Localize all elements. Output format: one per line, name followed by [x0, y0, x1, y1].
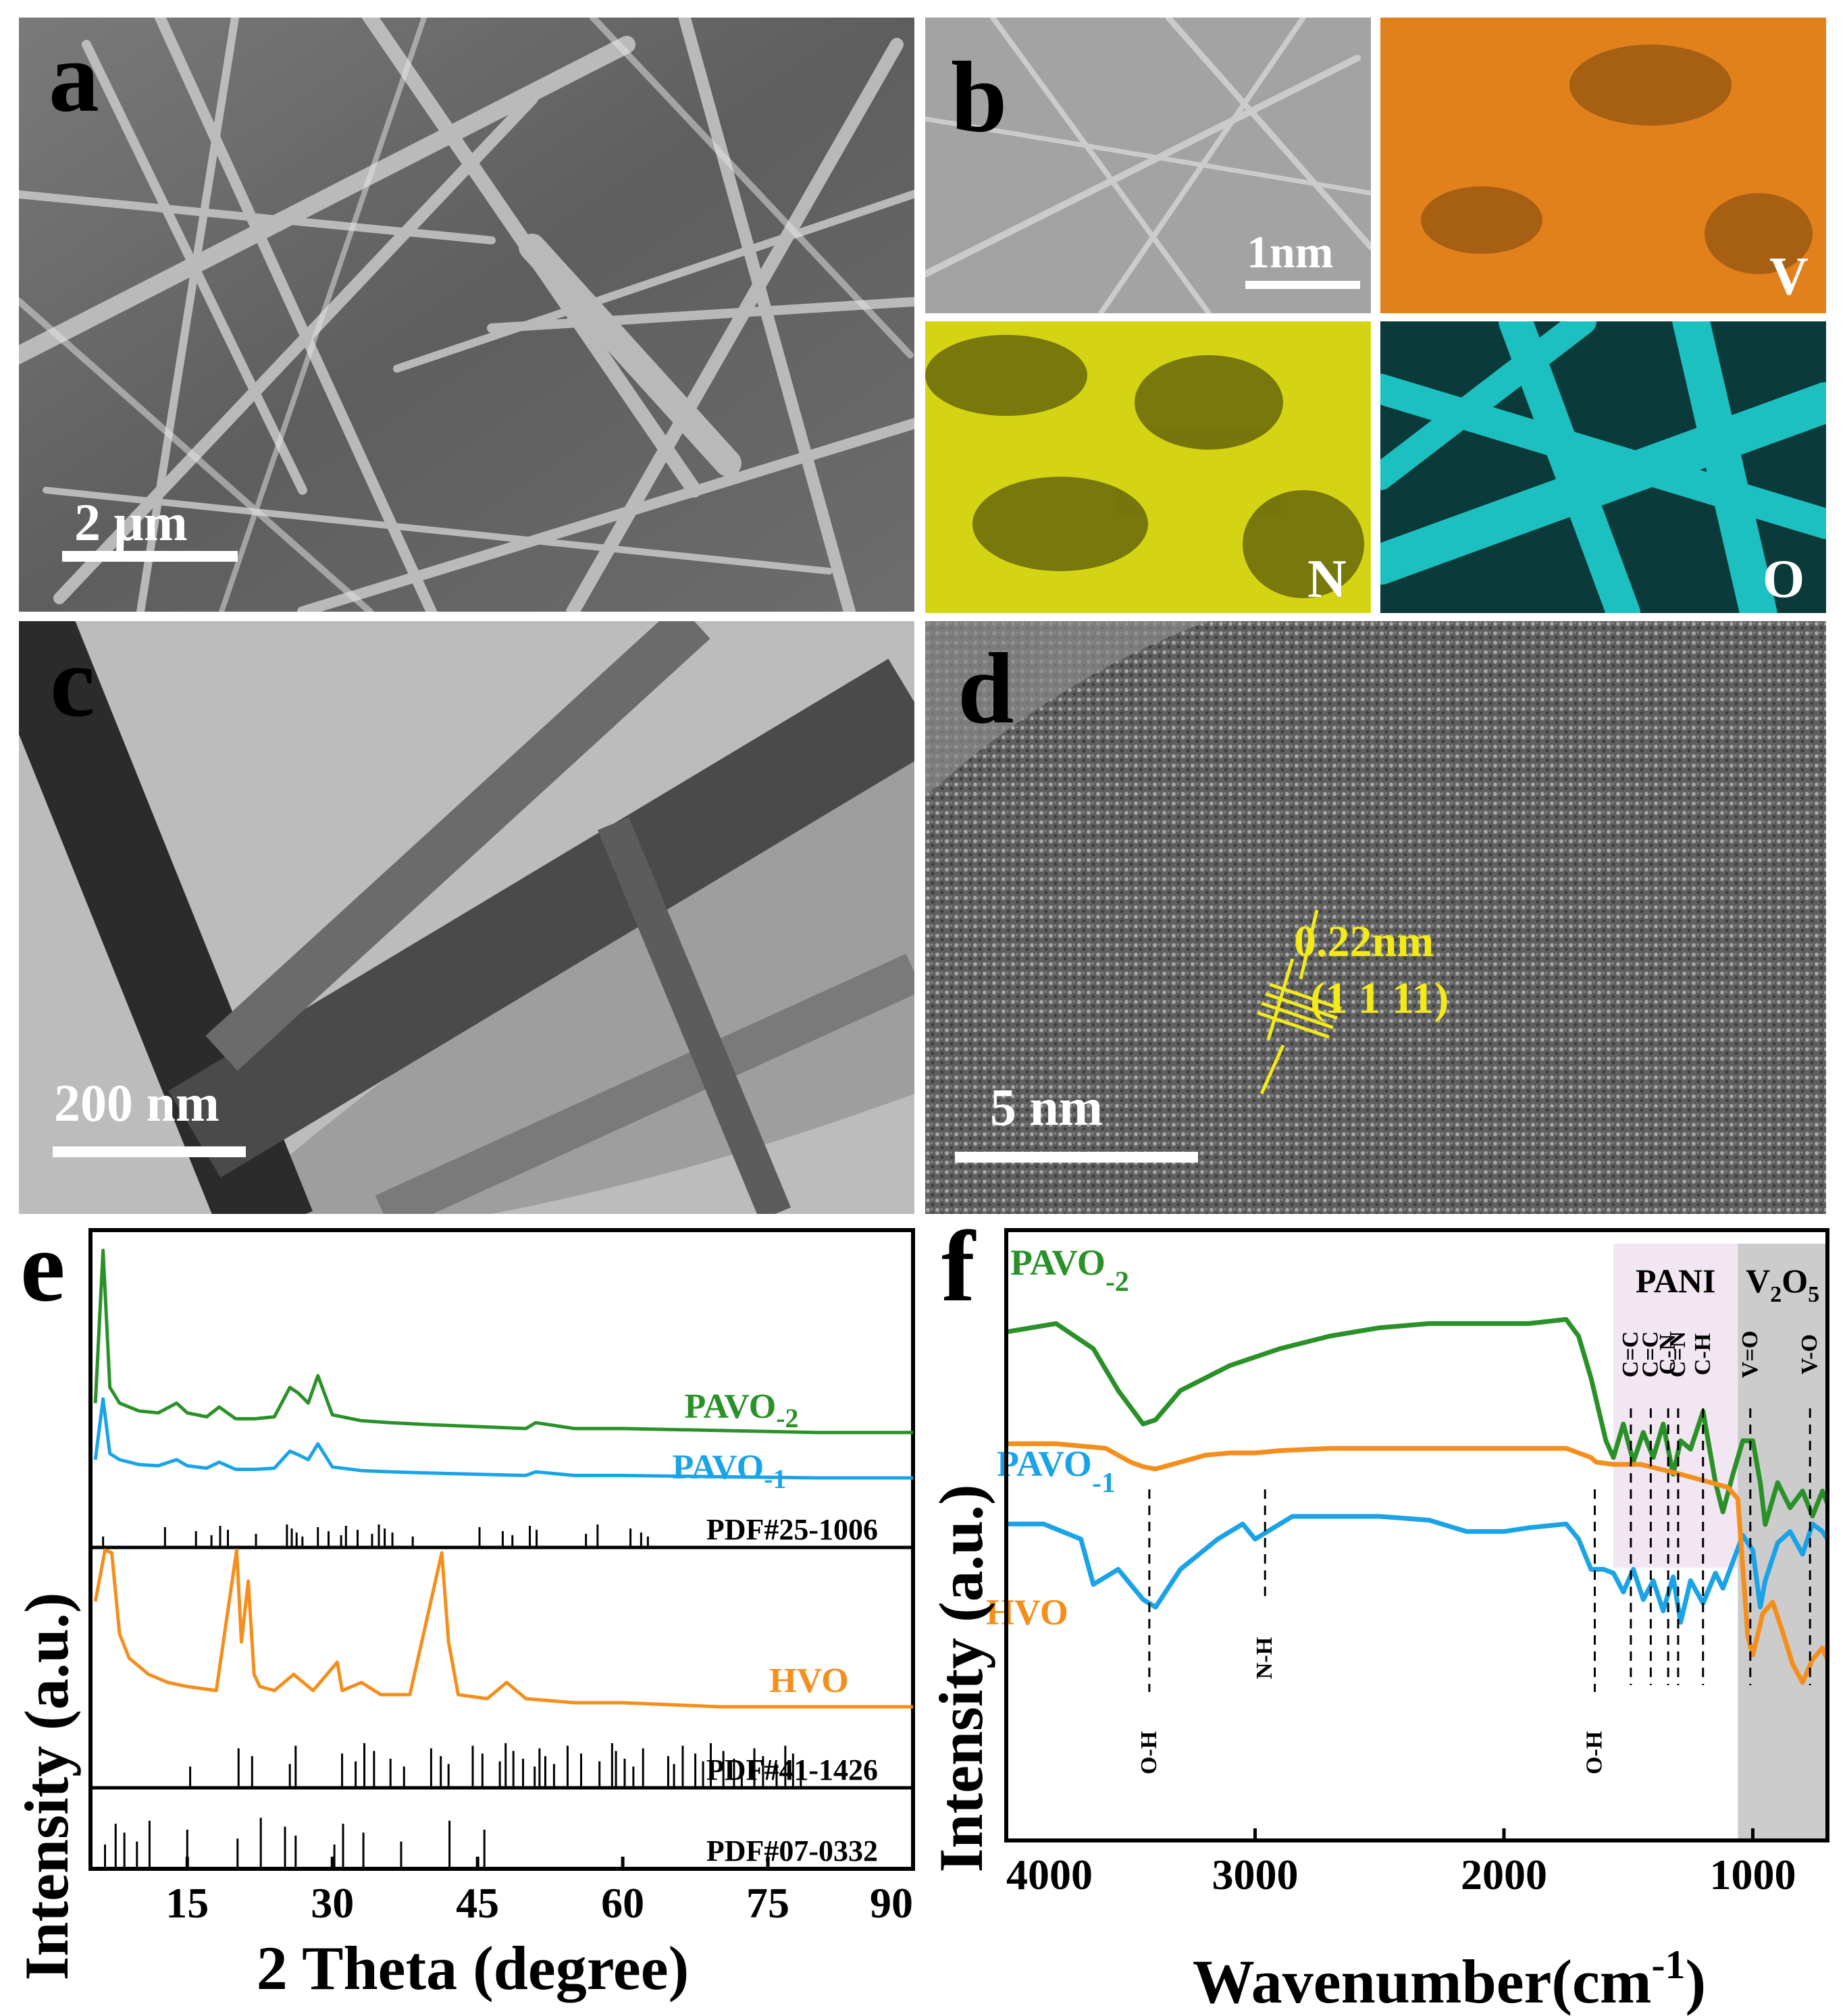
ftir-x-axis-title: Wavenumber(cm-1)	[1193, 1942, 1706, 2016]
lattice-spacing-label: 0.22nm	[1294, 917, 1434, 966]
panel-label-b: b	[951, 41, 1007, 153]
v2o5-region-label-part: V	[1746, 1262, 1770, 1300]
ftir-x-tick-label: 2000	[1461, 1851, 1547, 1899]
pani-region	[1613, 1244, 1738, 1568]
xrd-x-tick-label: 75	[746, 1879, 789, 1927]
ftir-bond-label: C=N	[1665, 1331, 1690, 1377]
scale-bar-c	[53, 1146, 246, 1157]
scale-bar-label-a: 2 μm	[74, 493, 188, 552]
v2o5-region-label-part: O	[1782, 1262, 1808, 1300]
xrd-x-tick-label: 45	[456, 1879, 499, 1927]
xrd-chart: e PAVO-2PAVO-1HVOPDF#25-1006PDF#41-1426P…	[12, 1219, 915, 2002]
xrd-series-label-main: PAVO	[684, 1387, 776, 1426]
xrd-series-label: PAVO-2	[684, 1387, 798, 1433]
lattice-plane-label: (1 1 11)	[1310, 974, 1449, 1023]
xrd-x-axis-title: 2 Theta (degree)	[257, 1934, 689, 2002]
ftir-bond-label: O-H	[1137, 1731, 1162, 1774]
panel-d-hrtem-image: 0.22nm (1 1 11) d 5 nm	[925, 621, 1826, 1214]
ftir-series-label-main: PAVO	[1010, 1242, 1106, 1283]
ftir-x-tick-label: 4000	[1006, 1851, 1093, 1899]
ftir-bond-label: V-O	[1797, 1334, 1822, 1375]
ftir-y-axis-title: Intensity (a.u.)	[927, 1484, 995, 1872]
ftir-bond-label: V=O	[1738, 1331, 1763, 1378]
ftir-x-tick-label: 3000	[1212, 1851, 1298, 1899]
scale-bar-d	[955, 1152, 1198, 1163]
xrd-series-label: HVO	[769, 1662, 848, 1700]
scale-bar-label-c: 200 nm	[54, 1073, 219, 1132]
v2o5-region-label-part: 5	[1808, 1282, 1819, 1307]
panel-label-c: c	[50, 626, 95, 738]
xrd-reference-label: PDF#25-1006	[706, 1513, 878, 1546]
ftir-series-label: HVO	[986, 1592, 1068, 1633]
ftir-x-axis-title-close: )	[1686, 1947, 1707, 2016]
xrd-series-pavo-2	[93, 1248, 913, 1435]
xrd-reference-label: PDF#41-1426	[706, 1753, 878, 1786]
eds-map-v-label: V	[1769, 247, 1809, 307]
xrd-x-tick-label: 90	[870, 1879, 913, 1927]
scale-bar-label-b: 1nm	[1247, 226, 1333, 277]
scale-bar-label-d: 5 nm	[990, 1078, 1103, 1136]
scale-bar-b	[1245, 281, 1360, 289]
ftir-bond-label: C-H	[1690, 1333, 1715, 1375]
xrd-y-axis-title: Intensity (a.u.)	[12, 1592, 81, 1980]
eds-map-n-label: N	[1307, 550, 1347, 609]
pani-region-label: PANI	[1636, 1262, 1716, 1300]
ftir-bond-label: N-H	[1252, 1637, 1277, 1679]
xrd-plot-frame	[88, 1228, 915, 1871]
ftir-bond-label: C=C	[1618, 1331, 1643, 1377]
ftir-bond-label: C=C	[1638, 1331, 1663, 1377]
lattice-fringe-marker	[1257, 909, 1342, 1095]
ftir-series-pavo-2	[1006, 1317, 1830, 1527]
v2o5-region-label: V2O5	[1746, 1262, 1819, 1307]
ftir-series-label-sub: -1	[1092, 1468, 1116, 1499]
ftir-x-axis-title-sup: -1	[1652, 1942, 1686, 1987]
ftir-series-label-sub: -2	[1106, 1267, 1129, 1298]
xrd-series-label-sub: -1	[764, 1464, 786, 1494]
scale-bar-a	[62, 551, 238, 562]
ftir-series-pavo-1	[1006, 1514, 1829, 1625]
ftir-series-label: PAVO-1	[997, 1443, 1116, 1499]
xrd-series-label-main: PAVO	[672, 1448, 764, 1487]
xrd-x-tick-label: 15	[165, 1879, 209, 1927]
xrd-x-tick-label: 60	[601, 1879, 644, 1927]
panel-label-e: e	[20, 1219, 66, 1323]
ftir-series-hvo	[1006, 1441, 1830, 1685]
eds-map-n: N	[925, 321, 1371, 613]
eds-map-o: O	[1380, 321, 1826, 613]
xrd-reference-label: PDF#07-0332	[706, 1834, 878, 1867]
v2o5-region-label-part: 2	[1770, 1282, 1782, 1307]
panel-label-f: f	[941, 1219, 977, 1323]
xrd-series-pavo-1	[93, 1397, 913, 1480]
eds-map-v: V	[1380, 18, 1826, 313]
v2o5-region	[1738, 1244, 1827, 1840]
xrd-series-label: PAVO-1	[672, 1448, 786, 1494]
xrd-x-tick-label: 30	[311, 1879, 354, 1927]
eds-map-o-label: O	[1763, 550, 1804, 609]
panel-a-sem-image: a 2 μm	[19, 18, 914, 612]
panel-b-sem-image: b 1nm	[925, 18, 1371, 313]
ftir-series-label-main: PAVO	[997, 1443, 1092, 1484]
panel-label-a: a	[49, 21, 99, 133]
ftir-chart: f PANI V2O5 O-HN-HO-HC=CC=CC-NC=N C-H V=O V-…	[927, 1219, 1830, 2016]
ftir-x-tick-label: 1000	[1709, 1851, 1796, 1899]
xrd-series-label-sub: -2	[776, 1403, 798, 1433]
panel-label-d: d	[958, 633, 1014, 745]
ftir-bond-label: C-N	[1655, 1333, 1680, 1375]
xrd-series-hvo	[93, 1548, 913, 1709]
ftir-bond-label: O-H	[1582, 1731, 1607, 1774]
ftir-series-label: PAVO-2	[1010, 1242, 1129, 1298]
ftir-x-axis-title-main: Wavenumber(cm	[1193, 1947, 1652, 2016]
panel-c-tem-image: c 200 nm	[19, 621, 914, 1214]
ftir-plot-frame	[1004, 1228, 1829, 1842]
